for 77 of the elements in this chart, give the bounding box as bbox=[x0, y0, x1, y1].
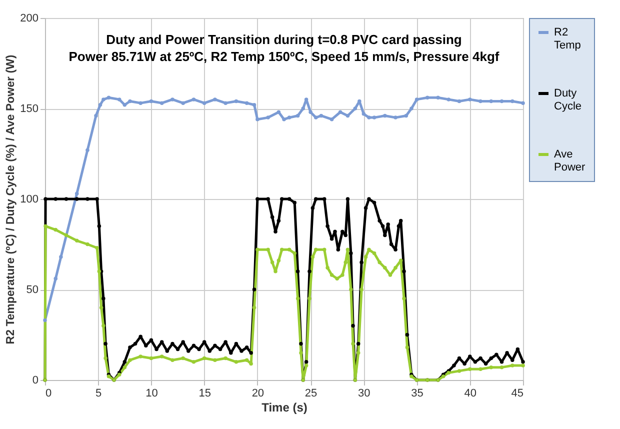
y-tick-label: 150 bbox=[20, 103, 38, 115]
point bbox=[122, 103, 127, 107]
point bbox=[252, 103, 256, 107]
text: Power 85.71W at 25ºC, R2 Temp 150ºC, Speed 15 mm/s, Pressure 4kgf bbox=[68, 49, 500, 64]
point bbox=[138, 101, 142, 105]
point bbox=[521, 101, 525, 105]
point bbox=[276, 110, 281, 114]
point bbox=[338, 110, 342, 114]
point bbox=[478, 99, 482, 104]
point bbox=[43, 318, 47, 322]
point bbox=[410, 106, 414, 110]
point bbox=[362, 112, 366, 116]
y-tick-label: 50 bbox=[26, 284, 38, 296]
point bbox=[367, 116, 371, 120]
legend-label: Duty Cycle bbox=[554, 88, 582, 112]
point bbox=[301, 106, 305, 110]
point bbox=[54, 276, 58, 281]
point bbox=[117, 98, 122, 102]
point bbox=[149, 99, 154, 104]
legend-label: Ave Power bbox=[554, 148, 586, 174]
point bbox=[414, 98, 419, 102]
x-tick-label: 45 bbox=[511, 388, 524, 400]
point bbox=[282, 117, 286, 122]
x-tick-label: 5 bbox=[96, 388, 102, 400]
text: Duty and Power Transition during t=0.8 PVC card passing bbox=[106, 32, 462, 47]
point bbox=[468, 98, 472, 102]
point bbox=[234, 99, 238, 104]
point bbox=[86, 148, 90, 152]
point bbox=[296, 114, 300, 118]
point bbox=[394, 116, 398, 120]
point bbox=[256, 117, 260, 122]
point bbox=[372, 116, 376, 120]
point bbox=[106, 96, 111, 100]
point bbox=[330, 117, 334, 122]
point bbox=[160, 101, 164, 105]
point bbox=[224, 101, 228, 105]
point bbox=[319, 114, 324, 118]
point bbox=[457, 99, 462, 104]
x-tick-label: 30 bbox=[358, 388, 370, 400]
x-tick-label: 35 bbox=[411, 388, 424, 400]
point bbox=[128, 99, 132, 104]
legend-label: R2 Temp bbox=[554, 26, 581, 52]
x-tick-label: 40 bbox=[464, 388, 477, 400]
point bbox=[436, 96, 440, 100]
point bbox=[102, 98, 106, 102]
point bbox=[181, 101, 185, 105]
point bbox=[192, 98, 196, 102]
point bbox=[244, 101, 249, 105]
point bbox=[202, 101, 206, 105]
point bbox=[213, 98, 217, 102]
point bbox=[287, 116, 292, 120]
x-axis-title: Time (s) bbox=[262, 400, 308, 414]
x-tick-label: 0 bbox=[46, 388, 52, 400]
point bbox=[510, 99, 514, 104]
point bbox=[500, 99, 504, 104]
y-axis-title: R2 Temperature (ºC) / Duty Cycle (%) / Ave Power (W) bbox=[5, 54, 18, 344]
point bbox=[314, 116, 318, 120]
x-tick-label: 25 bbox=[304, 388, 318, 400]
y-tick-label: 100 bbox=[20, 194, 38, 206]
x-tick-label: 20 bbox=[252, 388, 264, 400]
y-tick-label: 0 bbox=[32, 374, 38, 386]
x-tick-label: 10 bbox=[146, 388, 158, 400]
point bbox=[308, 110, 312, 114]
y-tick-label: 200 bbox=[20, 12, 38, 24]
point bbox=[59, 255, 63, 259]
point bbox=[266, 116, 270, 120]
point bbox=[383, 114, 387, 118]
point bbox=[98, 103, 102, 107]
point bbox=[353, 106, 358, 110]
point bbox=[404, 114, 408, 118]
x-tick-label: 15 bbox=[198, 388, 211, 400]
point bbox=[170, 98, 174, 102]
point bbox=[74, 192, 79, 196]
point bbox=[94, 114, 98, 118]
point bbox=[446, 98, 451, 102]
point bbox=[426, 96, 430, 100]
point bbox=[346, 114, 350, 118]
